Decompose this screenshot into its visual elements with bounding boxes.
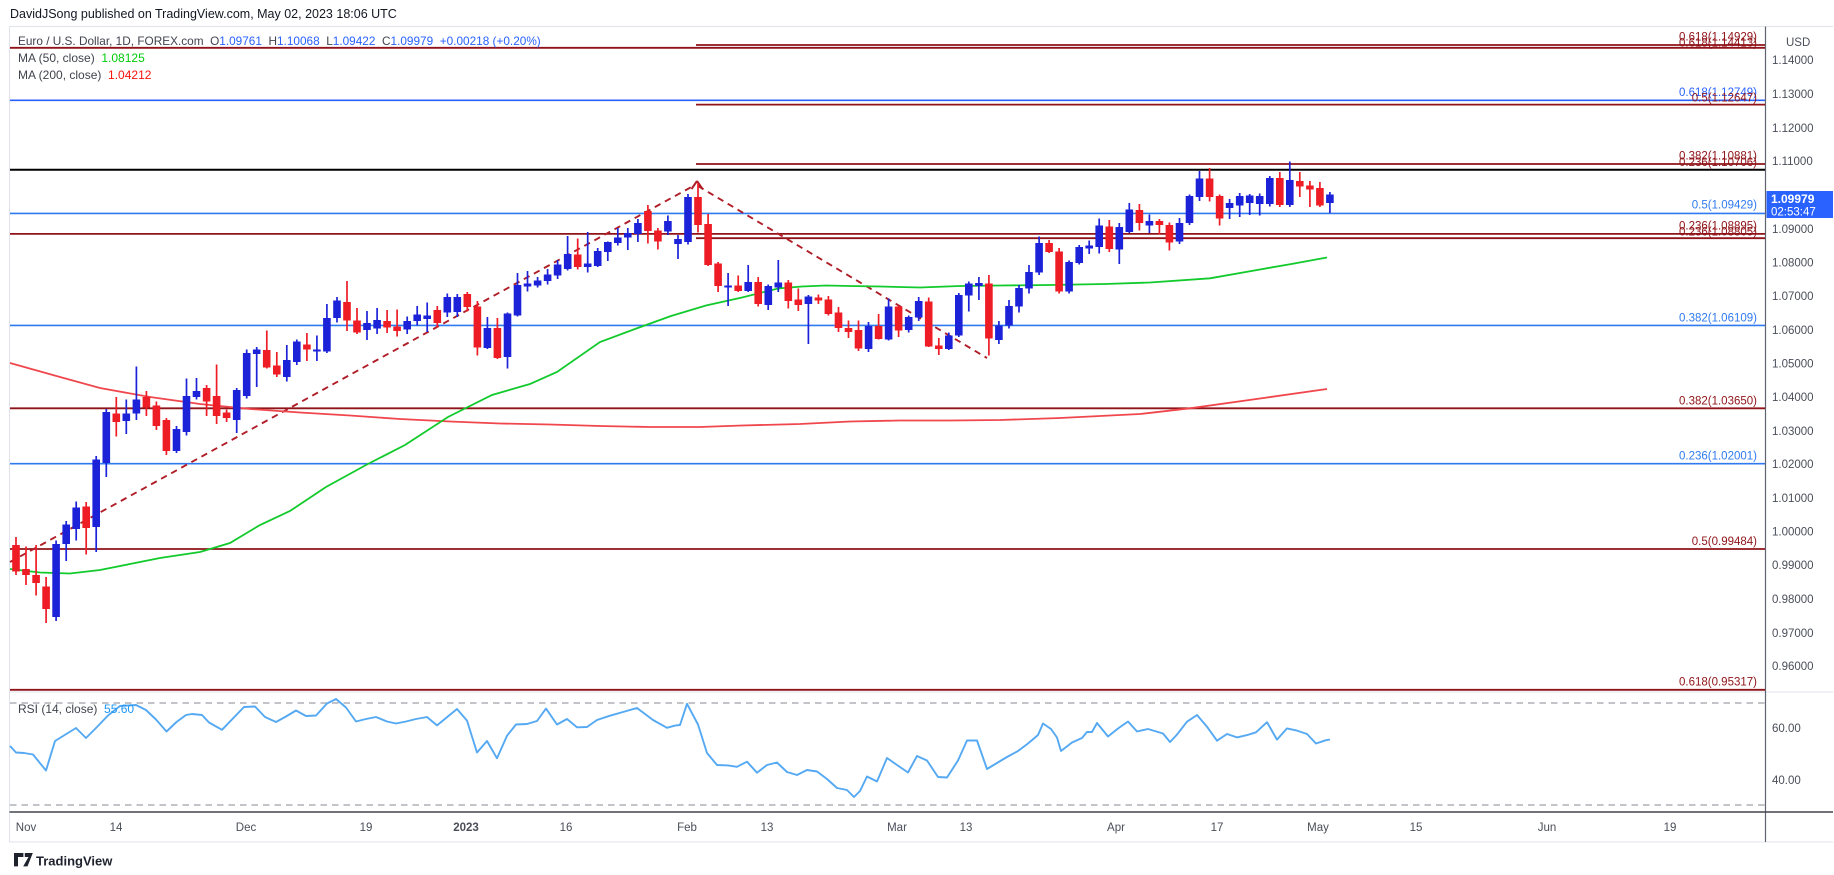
svg-text:0.236(1.08895): 0.236(1.08895) [1679, 221, 1757, 233]
svg-text:1.02000: 1.02000 [1772, 459, 1814, 471]
svg-text:17: 17 [1211, 822, 1224, 834]
svg-text:0.98000: 0.98000 [1772, 594, 1814, 606]
svg-text:19: 19 [1664, 822, 1677, 834]
svg-text:1.05000: 1.05000 [1772, 359, 1814, 371]
svg-text:0.97000: 0.97000 [1772, 628, 1814, 640]
svg-text:Feb: Feb [677, 822, 697, 834]
svg-text:May: May [1307, 822, 1329, 834]
svg-text:Euro / U.S. Dollar, 1D, FOREX.: Euro / U.S. Dollar, 1D, FOREX.com O1.097… [18, 34, 541, 48]
svg-text:0.382(1.06109): 0.382(1.06109) [1679, 313, 1757, 325]
svg-text:Jun: Jun [1538, 822, 1557, 834]
svg-text:14: 14 [110, 822, 123, 834]
svg-text:1.12000: 1.12000 [1772, 123, 1814, 135]
svg-text:60.00: 60.00 [1772, 723, 1801, 735]
svg-text:1.04000: 1.04000 [1772, 392, 1814, 404]
svg-text:0.5(1.09429): 0.5(1.09429) [1692, 200, 1757, 212]
svg-text:0.236(1.10706): 0.236(1.10706) [1679, 157, 1757, 169]
svg-text:1.09000: 1.09000 [1772, 224, 1814, 236]
svg-text:1.03000: 1.03000 [1772, 426, 1814, 438]
svg-text:1.13000: 1.13000 [1772, 89, 1814, 101]
svg-text:40.00: 40.00 [1772, 775, 1801, 787]
svg-text:Dec: Dec [236, 822, 257, 834]
svg-text:13: 13 [761, 822, 774, 834]
svg-text:0.5(0.99484): 0.5(0.99484) [1692, 536, 1757, 548]
svg-text:1.07000: 1.07000 [1772, 291, 1814, 303]
svg-text:13: 13 [960, 822, 973, 834]
svg-text:1.06000: 1.06000 [1772, 325, 1814, 337]
svg-text:0.96000: 0.96000 [1772, 661, 1814, 673]
svg-text:USD: USD [1786, 37, 1810, 49]
svg-text:0.618(1.12749): 0.618(1.12749) [1679, 87, 1757, 99]
svg-text:Mar: Mar [887, 822, 907, 834]
svg-text:0.382(1.10881): 0.382(1.10881) [1679, 151, 1757, 163]
svg-text:1.09979: 1.09979 [1771, 192, 1815, 206]
svg-text:1.01000: 1.01000 [1772, 493, 1814, 505]
svg-text:0.99000: 0.99000 [1772, 560, 1814, 572]
svg-text:1.11000: 1.11000 [1772, 156, 1813, 168]
svg-text:0.236(1.08805): 0.236(1.08805) [1679, 227, 1757, 239]
svg-text:MA (200, close) 1.04212: MA (200, close) 1.04212 [18, 68, 152, 82]
svg-text:0.5(1.12647): 0.5(1.12647) [1692, 93, 1757, 105]
svg-text:DavidJSong published on Tradin: DavidJSong published on TradingView.com,… [10, 7, 397, 21]
svg-text:02:53:47: 02:53:47 [1771, 207, 1816, 219]
svg-text:Apr: Apr [1107, 822, 1125, 834]
svg-text:1.08000: 1.08000 [1772, 258, 1814, 270]
svg-text:RSI (14, close) 55.60: RSI (14, close) 55.60 [18, 702, 134, 716]
svg-text:TradingView: TradingView [36, 854, 113, 869]
svg-text:0.618(0.95317): 0.618(0.95317) [1679, 677, 1757, 689]
svg-text:19: 19 [360, 822, 373, 834]
svg-text:1.14000: 1.14000 [1772, 55, 1814, 67]
svg-text:0.382(1.03650): 0.382(1.03650) [1679, 396, 1757, 408]
svg-text:2023: 2023 [453, 822, 479, 834]
svg-text:15: 15 [1410, 822, 1423, 834]
svg-text:0.618(1.14413): 0.618(1.14413) [1679, 38, 1757, 50]
svg-text:Nov: Nov [16, 822, 37, 834]
svg-text:0.236(1.02001): 0.236(1.02001) [1679, 451, 1757, 463]
svg-text:16: 16 [560, 822, 573, 834]
svg-text:MA (50, close) 1.08125: MA (50, close) 1.08125 [18, 51, 145, 65]
svg-text:1.00000: 1.00000 [1772, 527, 1814, 539]
svg-text:0.618(1.14929): 0.618(1.14929) [1679, 32, 1757, 44]
